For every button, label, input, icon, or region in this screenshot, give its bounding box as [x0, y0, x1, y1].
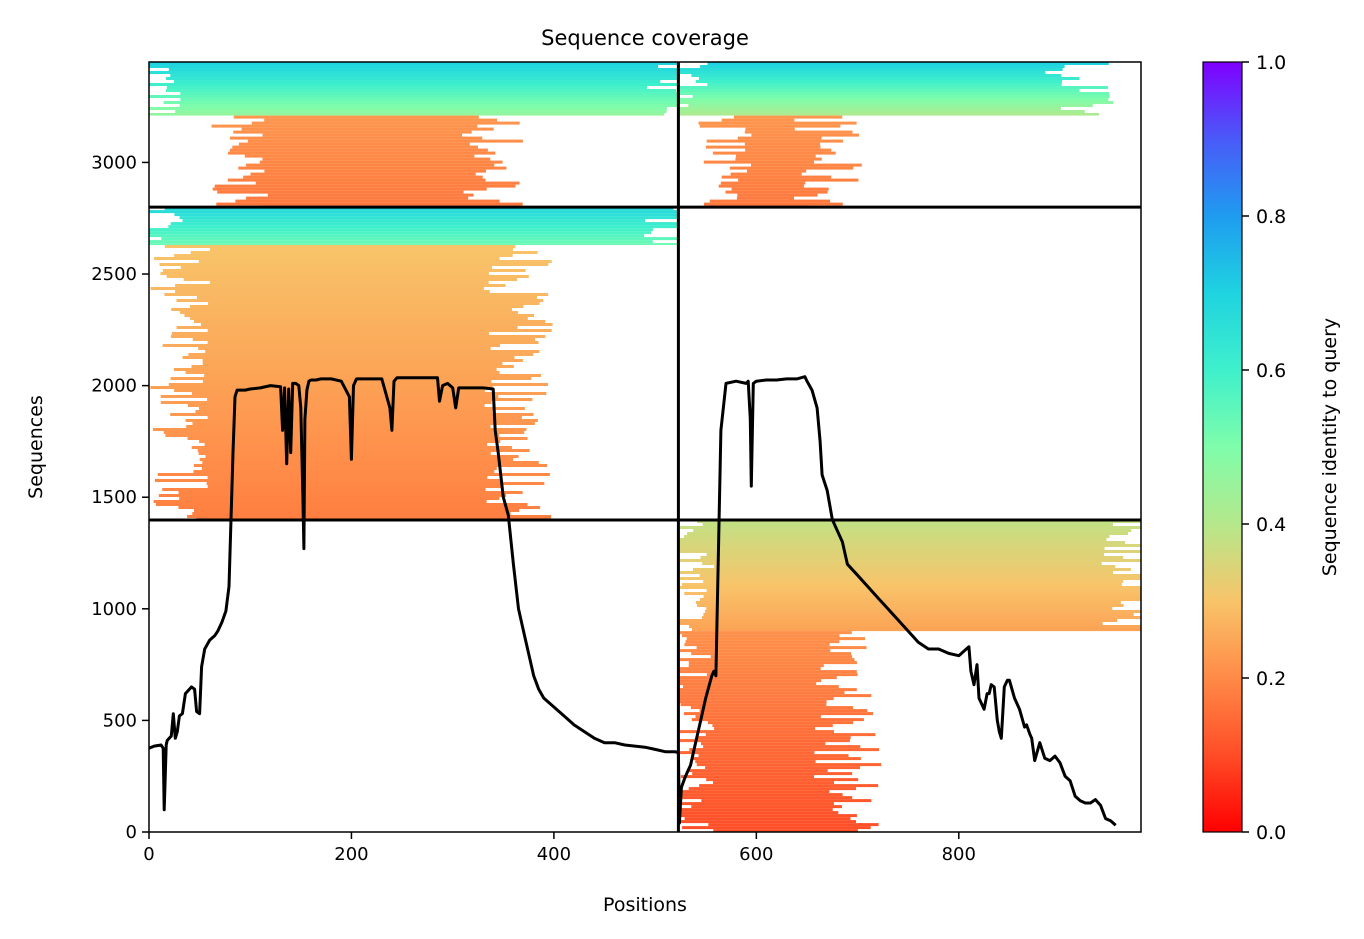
y-axis-label: Sequences: [25, 395, 47, 499]
y-tick-label: 2000: [91, 376, 137, 397]
colorbar-tick-label: 0.6: [1256, 360, 1286, 382]
colorbar-label: Sequence identity to query: [1319, 318, 1341, 576]
colorbar-tick-label: 0.8: [1256, 206, 1286, 228]
coverage-block: [211, 115, 523, 208]
y-tick-label: 1500: [91, 487, 137, 508]
x-tick-label: 800: [942, 844, 976, 865]
coverage-line: [149, 375, 1117, 827]
y-tick-label: 3000: [91, 152, 137, 173]
y-axis-ticks: 0 500 1000 1500 2000 2500 3000: [91, 152, 149, 843]
chart-title: Sequence coverage: [541, 26, 749, 50]
coverage-block: [678, 520, 1141, 632]
x-axis-label: Positions: [603, 894, 687, 916]
plot-frame: [148, 61, 1142, 833]
coverage-block: [678, 631, 882, 832]
colorbar-tick-label: 0.2: [1256, 668, 1286, 690]
colorbar-ticks: 0.0 0.2 0.4 0.6 0.8 1.0: [1242, 52, 1286, 844]
coverage-block: [149, 207, 679, 245]
coverage-block: [678, 62, 1114, 116]
y-tick-label: 500: [103, 710, 137, 731]
colorbar-tick-label: 0.4: [1256, 514, 1286, 536]
coverage-block: [150, 245, 553, 520]
x-tick-label: 600: [739, 844, 773, 865]
coverage-block: [698, 115, 862, 208]
colorbar: [1202, 61, 1243, 833]
x-tick-label: 0: [143, 844, 154, 865]
y-tick-label: 1000: [91, 599, 137, 620]
colorbar-tick-label: 0.0: [1256, 822, 1286, 844]
coverage-block: [149, 62, 679, 116]
coverage-line-layer: [149, 375, 1117, 827]
y-tick-label: 2500: [91, 264, 137, 285]
segment-separators: [149, 62, 1141, 832]
coverage-heatmap: [149, 62, 1141, 832]
x-tick-label: 400: [537, 844, 571, 865]
colorbar-tick-label: 1.0: [1256, 52, 1286, 74]
y-tick-label: 0: [126, 822, 137, 843]
x-axis-ticks: 0 200 400 600 800: [143, 832, 976, 865]
x-tick-label: 200: [334, 844, 368, 865]
